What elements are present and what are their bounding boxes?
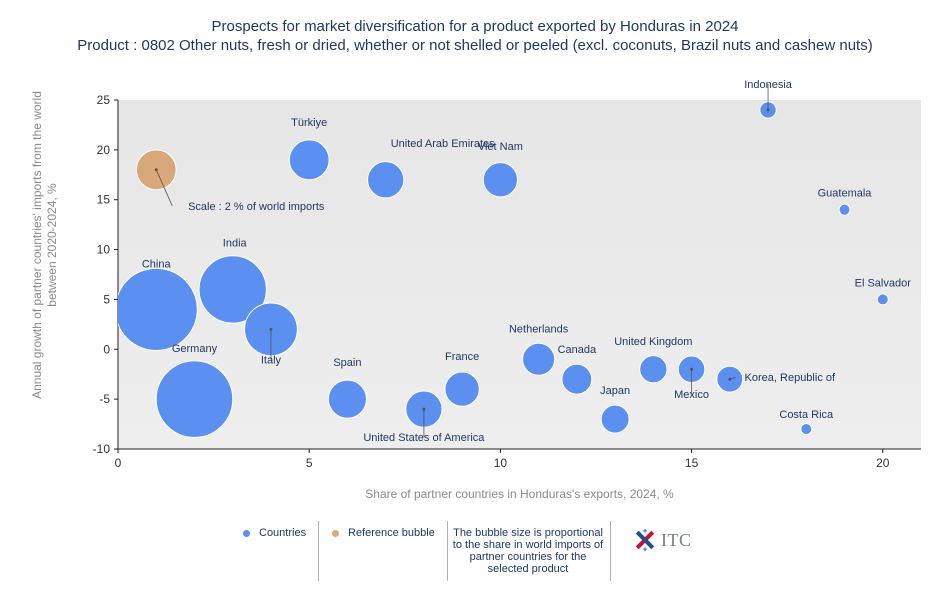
reference-swatch-icon <box>332 529 339 537</box>
bubble[interactable] <box>876 293 889 306</box>
legend-countries-label: Countries <box>259 527 307 539</box>
y-axis-label: Annual growth of partner countries' impo… <box>30 91 59 399</box>
countries-swatch-icon <box>243 529 250 537</box>
bubble[interactable] <box>561 363 593 395</box>
data-label: United Kingdom <box>614 336 692 348</box>
data-label: Türkiye <box>291 117 327 129</box>
data-label: Costa Rica <box>779 409 834 421</box>
x-tick-label: 15 <box>685 456 699 470</box>
data-label: Korea, Republic of <box>745 372 836 384</box>
bubble[interactable] <box>155 360 234 438</box>
chart-title: Prospects for market diversification for… <box>211 18 739 35</box>
bubble[interactable] <box>800 423 813 436</box>
legend-item-countries[interactable]: Countries <box>243 527 306 539</box>
data-label: India <box>223 237 248 249</box>
bubbles-group <box>115 101 889 438</box>
leader-dot <box>766 108 770 112</box>
bubble[interactable] <box>600 404 630 434</box>
legend-divider <box>318 521 319 581</box>
data-label: Germany <box>172 343 218 355</box>
y-tick-label: 10 <box>97 243 111 257</box>
data-label: Viet Nam <box>478 141 523 153</box>
bubble[interactable] <box>444 371 480 407</box>
bubble-size-note: The bubble size is proportional to the s… <box>452 527 604 575</box>
data-label: Scale : 2 % of world imports <box>188 201 325 213</box>
legend-reference-label: Reference bubble <box>348 527 435 539</box>
x-tick-label: 10 <box>494 456 508 470</box>
leader-dot <box>154 168 158 172</box>
leader-dot <box>269 327 273 331</box>
data-label: El Salvador <box>855 277 912 289</box>
bubble[interactable] <box>639 355 668 384</box>
chart-subtitle: Product : 0802 Other nuts, fresh or drie… <box>77 37 873 54</box>
leader-line <box>155 169 173 206</box>
x-tick-label: 20 <box>876 456 890 470</box>
bubble[interactable] <box>482 162 518 198</box>
data-label: China <box>142 258 172 270</box>
data-label: Guatemala <box>818 188 873 200</box>
bubble[interactable] <box>367 161 405 199</box>
y-tick-label: 15 <box>97 193 111 207</box>
data-label: United States of America <box>363 432 485 444</box>
bubble[interactable] <box>327 379 367 419</box>
bubble[interactable] <box>198 255 267 324</box>
data-label: Indonesia <box>744 79 793 91</box>
data-label: Spain <box>333 357 361 369</box>
y-tick-label: 0 <box>103 342 110 356</box>
legend-divider <box>447 521 448 581</box>
itc-logo-icon <box>635 528 655 552</box>
y-tick-label: -10 <box>93 442 111 456</box>
x-tick-label: 0 <box>115 456 122 470</box>
leader-dot <box>690 367 694 371</box>
itc-logo[interactable]: ITC <box>633 528 692 552</box>
data-label: Canada <box>558 344 597 356</box>
y-tick-label: 5 <box>103 292 110 306</box>
data-label: Japan <box>600 385 630 397</box>
legend: Countries Reference bubble The bubble si… <box>0 521 950 581</box>
x-tick-label: 5 <box>306 456 313 470</box>
data-label: Italy <box>261 354 282 366</box>
bubble[interactable] <box>288 139 330 181</box>
y-tick-label: 25 <box>97 93 111 107</box>
leader-dot <box>422 407 426 411</box>
legend-divider <box>610 521 611 581</box>
bubble[interactable] <box>115 267 198 351</box>
data-label: United Arab Emirates <box>391 138 495 150</box>
data-label: Netherlands <box>509 323 569 335</box>
y-tick-label: -5 <box>99 392 110 406</box>
x-axis-label: Share of partner countries in Honduras's… <box>365 487 674 501</box>
itc-logo-text: ITC <box>661 529 692 550</box>
data-label: Mexico <box>674 389 709 401</box>
bubble[interactable] <box>522 342 556 376</box>
y-tick-label: 20 <box>97 143 111 157</box>
data-label: France <box>445 351 479 363</box>
legend-item-reference[interactable]: Reference bubble <box>332 527 435 539</box>
bubble[interactable] <box>838 203 851 216</box>
leader-dot <box>728 377 732 381</box>
